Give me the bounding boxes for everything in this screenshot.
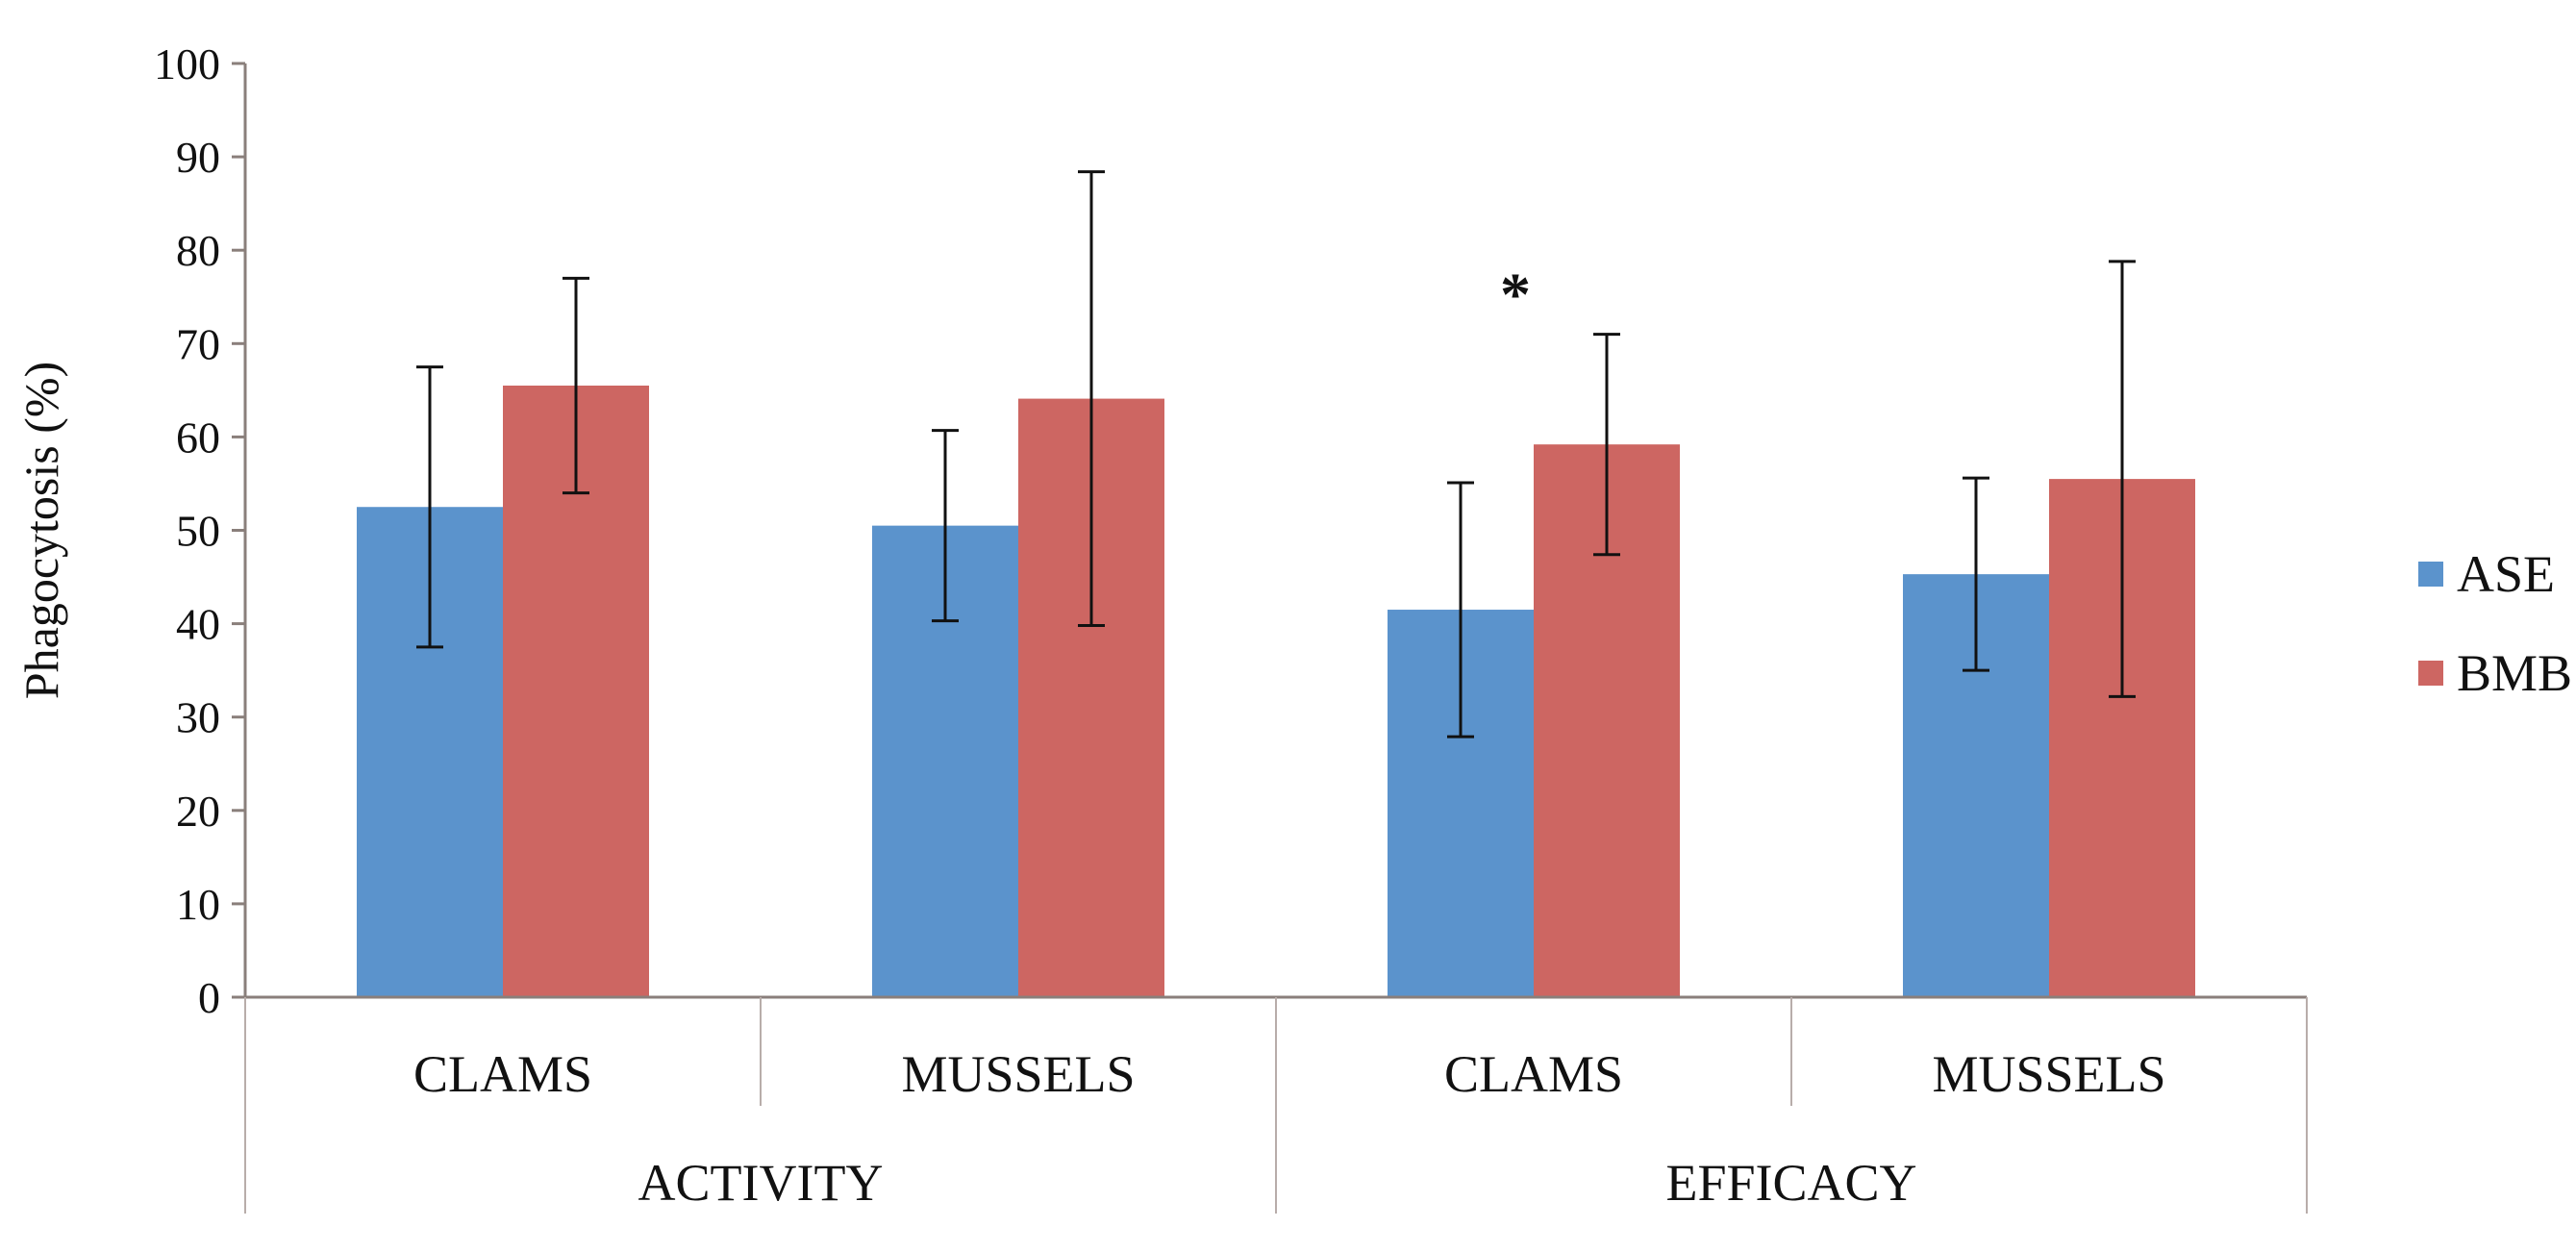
y-tick-label-40: 40 [176, 600, 220, 649]
error-bar-bmb-0 [563, 276, 589, 495]
category-label-3: MUSSELS [1932, 1045, 2165, 1103]
legend-swatch-bmb [2418, 661, 2443, 686]
significance-star-0: * [1500, 261, 1531, 329]
legend-label-bmb: BMB [2457, 644, 2572, 702]
y-tick-label-30: 30 [176, 693, 220, 742]
error-bar-bmb-1 [1078, 170, 1105, 628]
bars-layer [357, 385, 2195, 998]
axes-layer: 0 10 20 30 40 50 60 70 80 90 100 [154, 39, 2308, 1214]
legend-label-ase: ASE [2457, 545, 2555, 603]
group-label-efficacy: EFFICACY [1665, 1154, 1916, 1212]
y-axis-title: Phagocytosis (%) [14, 362, 68, 699]
y-tick-label-60: 60 [176, 413, 220, 462]
error-bar-bmb-3 [2109, 260, 2136, 698]
y-tick-label-50: 50 [176, 507, 220, 556]
error-bar-ase-1 [932, 429, 959, 623]
y-tick-label-20: 20 [176, 787, 220, 836]
error-bar-ase-0 [416, 365, 443, 649]
group-label-activity: ACTIVITY [638, 1154, 884, 1212]
category-label-0: CLAMS [413, 1045, 592, 1103]
labels-layer: CLAMS MUSSELS CLAMS MUSSELS ACTIVITY EFFICACY… [14, 261, 2166, 1212]
error-bar-ase-3 [1963, 476, 1989, 672]
y-tick-label-100: 100 [154, 39, 220, 88]
error-bars-layer [416, 170, 2136, 739]
category-label-2: CLAMS [1444, 1045, 1623, 1103]
y-tick-label-90: 90 [176, 133, 220, 182]
legend-item-bmb: BMB [2418, 644, 2572, 702]
error-bar-ase-2 [1447, 481, 1474, 739]
y-tick-label-0: 0 [198, 973, 220, 1022]
y-tick-label-80: 80 [176, 226, 220, 275]
legend-swatch-ase [2418, 562, 2443, 587]
y-tick-label-10: 10 [176, 880, 220, 929]
category-label-1: MUSSELS [901, 1045, 1135, 1103]
legend-item-ase: ASE [2418, 545, 2555, 603]
error-bar-bmb-2 [1593, 333, 1620, 557]
y-tick-label-70: 70 [176, 319, 220, 368]
legend: ASE BMB [2418, 545, 2572, 702]
